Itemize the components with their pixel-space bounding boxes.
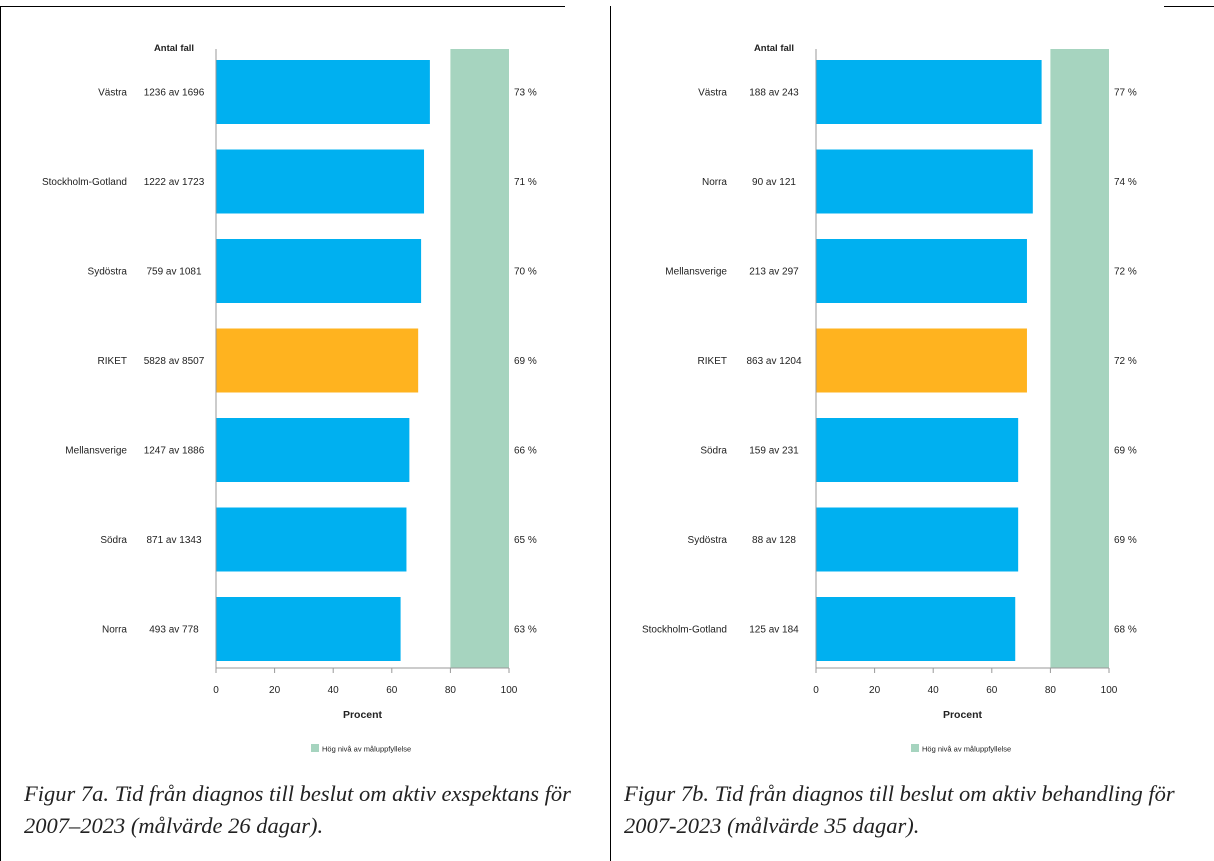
count-label: 863 av 1204: [746, 356, 801, 367]
bar: [816, 149, 1033, 214]
category-label: Sydöstra: [88, 267, 128, 278]
bar: [816, 239, 1027, 303]
x-tick-label: 20: [869, 685, 881, 696]
figure-panel-7a: Antal fall Västra 1236 av 1696 73 % Stockhol…: [0, 6, 600, 856]
bar: [216, 60, 430, 124]
category-label: Sydöstra: [688, 535, 728, 546]
category-label: Norra: [102, 625, 127, 636]
value-label: 68 %: [1114, 625, 1137, 636]
legend-label: Hög nivå av måluppfyllelse: [322, 745, 411, 754]
bar-chart-7b: Antal fall Västra 188 av 243 77 % Norra 90 av…: [642, 43, 1137, 754]
category-label: RIKET: [98, 356, 127, 367]
bar: [216, 597, 401, 661]
x-tick-label: 60: [386, 685, 398, 696]
figure-caption: Figur 7b. Tid från diagnos till beslut o…: [624, 781, 1175, 838]
frame-top-left-line: [0, 6, 565, 7]
x-tick-label: 0: [813, 685, 819, 696]
frame-divider-line: [610, 6, 611, 861]
bar: [816, 597, 1016, 661]
count-label: 493 av 778: [149, 625, 199, 636]
x-tick-label: 100: [501, 685, 518, 696]
count-label: 125 av 184: [749, 625, 799, 636]
x-tick-label: 0: [213, 685, 219, 696]
frame-top-right-line: [1164, 6, 1214, 7]
value-label: 69 %: [1114, 446, 1137, 457]
bar: [216, 507, 407, 572]
value-label: 70 %: [514, 267, 537, 278]
count-column-header: Antal fall: [754, 43, 794, 54]
target-band: [1050, 49, 1109, 668]
value-label: 69 %: [514, 356, 537, 367]
x-axis-title: Procent: [343, 709, 383, 721]
figure-panel-7b: Antal fall Västra 188 av 243 77 % Norra 90 av…: [600, 6, 1200, 856]
category-label: Stockholm-Gotland: [642, 625, 727, 636]
count-column-header: Antal fall: [154, 43, 194, 54]
category-label: Norra: [702, 177, 727, 188]
category-label: Mellansverige: [665, 267, 727, 278]
value-label: 73 %: [514, 88, 537, 99]
bar-chart-7a: Antal fall Västra 1236 av 1696 73 % Stockhol…: [42, 43, 537, 754]
value-label: 77 %: [1114, 88, 1137, 99]
count-label: 759 av 1081: [146, 267, 201, 278]
value-label: 74 %: [1114, 177, 1137, 188]
bar: [216, 418, 410, 482]
category-label: Västra: [98, 88, 127, 99]
value-label: 65 %: [514, 535, 537, 546]
category-label: Stockholm-Gotland: [42, 177, 127, 188]
bar: [216, 239, 422, 303]
x-tick-label: 80: [1045, 685, 1057, 696]
count-label: 5828 av 8507: [144, 356, 205, 367]
bar: [816, 507, 1019, 572]
legend-label: Hög nivå av måluppfyllelse: [922, 745, 1011, 754]
value-label: 63 %: [514, 625, 537, 636]
bar: [816, 60, 1042, 124]
x-tick-label: 80: [445, 685, 457, 696]
frame-left-line: [0, 6, 1, 861]
x-tick-label: 20: [269, 685, 281, 696]
category-label: RIKET: [698, 356, 727, 367]
count-label: 188 av 243: [749, 88, 799, 99]
value-label: 66 %: [514, 446, 537, 457]
legend-swatch: [311, 744, 319, 752]
figure-caption: Figur 7a. Tid från diagnos till beslut o…: [24, 781, 571, 838]
value-label: 71 %: [514, 177, 537, 188]
target-band: [450, 49, 509, 668]
count-label: 90 av 121: [752, 177, 796, 188]
x-tick-label: 60: [986, 685, 998, 696]
count-label: 159 av 231: [749, 446, 799, 457]
legend-swatch: [911, 744, 919, 752]
value-label: 69 %: [1114, 535, 1137, 546]
count-label: 1236 av 1696: [144, 88, 205, 99]
x-tick-label: 100: [1101, 685, 1118, 696]
bar: [816, 328, 1027, 393]
value-label: 72 %: [1114, 267, 1137, 278]
count-label: 871 av 1343: [146, 535, 201, 546]
value-label: 72 %: [1114, 356, 1137, 367]
category-label: Mellansverige: [65, 446, 127, 457]
count-label: 1247 av 1886: [144, 446, 205, 457]
category-label: Södra: [700, 446, 727, 457]
category-label: Södra: [100, 535, 127, 546]
count-label: 213 av 297: [749, 267, 799, 278]
bar: [216, 328, 419, 393]
bar: [216, 149, 425, 214]
count-label: 1222 av 1723: [144, 177, 205, 188]
x-tick-label: 40: [928, 685, 940, 696]
bar: [816, 418, 1019, 482]
x-axis-title: Procent: [943, 709, 983, 721]
count-label: 88 av 128: [752, 535, 796, 546]
x-tick-label: 40: [328, 685, 340, 696]
category-label: Västra: [698, 88, 727, 99]
